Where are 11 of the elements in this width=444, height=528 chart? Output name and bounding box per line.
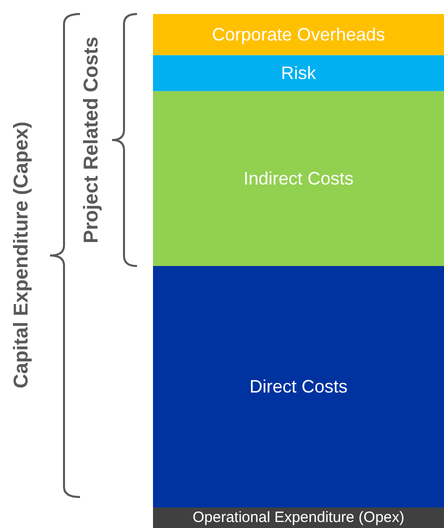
- series-label: Risk: [281, 63, 317, 84]
- text: Project Related Costs: [80, 36, 104, 244]
- series-label: Corporate Overheads: [212, 24, 386, 45]
- bar: [153, 266, 444, 508]
- bar: [153, 55, 444, 92]
- series-label: Direct Costs: [249, 376, 348, 397]
- text: Capital Expenditure (Capex): [10, 122, 34, 388]
- series-label: Operational Expenditure (Opex): [192, 509, 404, 526]
- series-label: Indirect Costs: [243, 168, 354, 188]
- bar: [153, 14, 444, 56]
- bar: [153, 91, 444, 266]
